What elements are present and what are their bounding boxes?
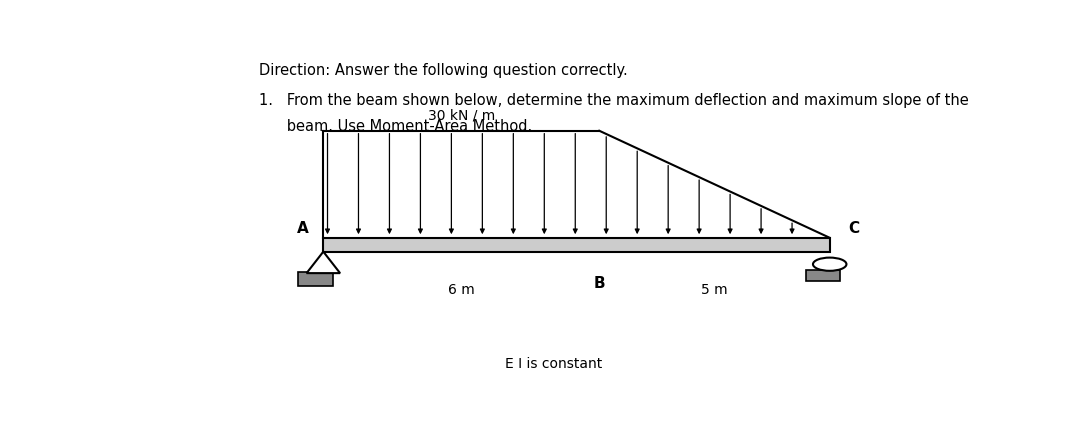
Text: beam. Use Moment-Area Method.: beam. Use Moment-Area Method.	[259, 119, 532, 134]
Text: 30 kN / m: 30 kN / m	[428, 109, 495, 123]
Circle shape	[813, 257, 847, 271]
Text: E I is constant: E I is constant	[504, 356, 603, 371]
Text: 1.   From the beam shown below, determine the maximum deflection and maximum slo: 1. From the beam shown below, determine …	[259, 93, 969, 108]
Bar	[323, 238, 829, 252]
Text: C: C	[848, 221, 860, 236]
Bar	[807, 270, 840, 281]
Text: 5 m: 5 m	[701, 283, 728, 296]
Polygon shape	[307, 252, 340, 273]
Text: Direction: Answer the following question correctly.: Direction: Answer the following question…	[259, 63, 627, 78]
Text: B: B	[594, 276, 605, 291]
Text: A: A	[297, 221, 308, 236]
Text: 6 m: 6 m	[448, 283, 475, 296]
Bar	[298, 272, 334, 286]
